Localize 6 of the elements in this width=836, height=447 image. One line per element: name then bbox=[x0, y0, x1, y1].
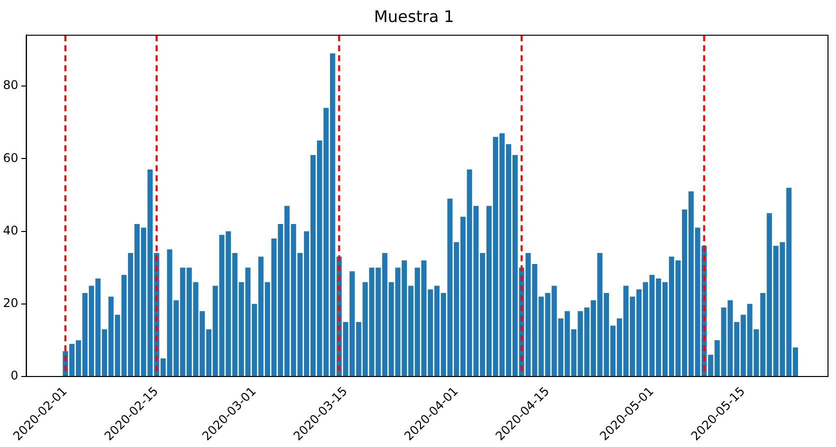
chart-title: Muestra 1 bbox=[374, 6, 454, 26]
y-tick-label: 0 bbox=[10, 368, 18, 383]
y-tick-label: 80 bbox=[2, 78, 18, 92]
y-tick-label: 20 bbox=[2, 296, 18, 310]
y-tick-label: 40 bbox=[2, 223, 18, 238]
y-tick-label: 60 bbox=[2, 150, 18, 165]
